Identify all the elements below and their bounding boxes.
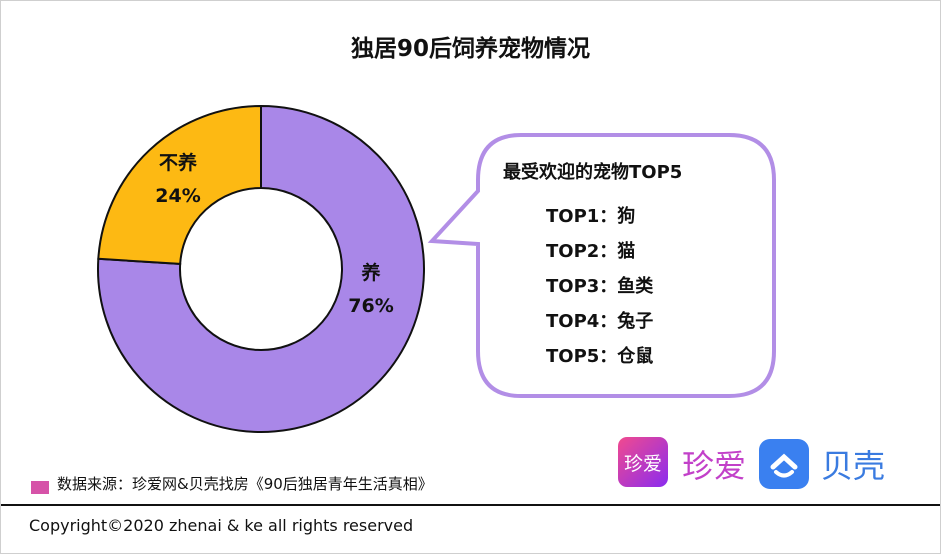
chart-title: 独居90后饲养宠物情况	[350, 36, 590, 62]
legend-square	[31, 481, 49, 494]
slice-value-text: 24%	[155, 185, 201, 207]
top-item: TOP3：鱼类	[546, 276, 654, 297]
speech-bubble	[427, 133, 776, 398]
beike-logo-text: 贝壳	[821, 447, 886, 485]
top-item: TOP1：狗	[546, 206, 636, 227]
slice-value-text: 76%	[348, 295, 394, 317]
slice-label-keep: 养 76%	[341, 257, 401, 323]
top-item: TOP5：仓鼠	[546, 346, 654, 367]
donut-chart	[97, 104, 776, 433]
divider	[1, 504, 940, 506]
slice-label-not-keep: 不养 24%	[146, 147, 210, 213]
copyright: Copyright©2020 zhenai & ke all rights re…	[29, 516, 414, 535]
source-text: 数据来源：珍爱网&贝壳找房《90后独居青年生活真相》	[57, 475, 433, 493]
donut-slice-0	[97, 104, 425, 433]
slice-label-text: 养	[361, 262, 381, 284]
bubble-heading: 最受欢迎的宠物TOP5	[503, 162, 683, 183]
beike-logo-icon	[759, 439, 809, 489]
top-item: TOP2：猫	[546, 241, 636, 262]
donut-slice-1	[97, 104, 262, 265]
slice-label-text: 不养	[158, 152, 197, 174]
top-item: TOP4：兔子	[546, 311, 654, 332]
data-source: 数据来源：珍爱网&贝壳找房《90后独居青年生活真相》	[31, 473, 433, 494]
zhenai-logo-icon: 珍爱	[618, 437, 668, 487]
zhenai-logo-text: 珍爱	[682, 447, 747, 485]
